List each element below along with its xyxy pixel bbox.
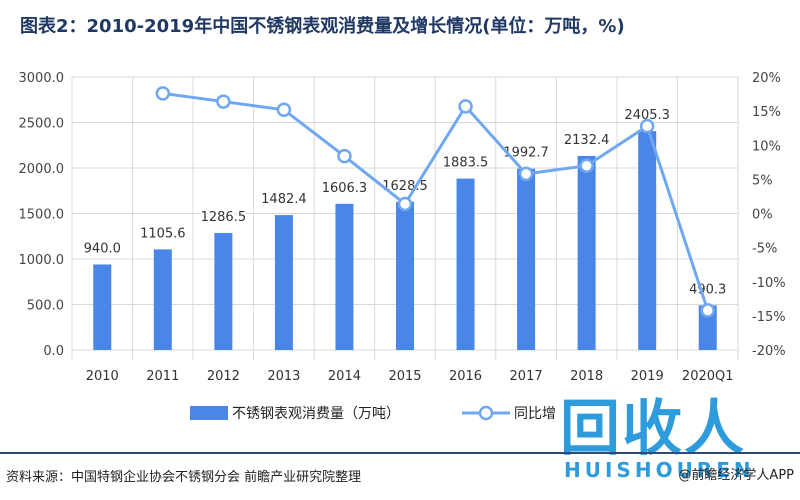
logo-sub-text: HUISHOUREN xyxy=(564,458,755,482)
y-right-tick-label: 5% xyxy=(752,173,773,188)
legend-line-label: 同比增 xyxy=(514,406,556,422)
x-tick-label: 2019 xyxy=(631,369,664,384)
source-note: 资料来源：中国特钢企业协会不锈钢分会 前瞻产业研究院整理 xyxy=(6,470,362,485)
growth-point xyxy=(579,158,594,173)
growth-point xyxy=(458,99,473,114)
bar-data-label: 1105.6 xyxy=(140,226,186,241)
y-right-tick-label: -5% xyxy=(752,242,777,257)
y-right-tick-label: -10% xyxy=(752,276,786,291)
y-left-tick-label: 0.0 xyxy=(43,344,64,359)
x-tick-label: 2014 xyxy=(328,369,361,384)
bar xyxy=(93,264,112,350)
bar-data-label: 940.0 xyxy=(84,241,121,256)
growth-point xyxy=(397,196,413,212)
y-right-tick-label: -20% xyxy=(752,344,786,359)
growth-line xyxy=(162,91,710,311)
x-tick-label: 2020Q1 xyxy=(682,369,734,384)
x-tick-label: 2011 xyxy=(146,369,179,384)
y-right-tick-label: 0% xyxy=(752,208,773,223)
bar-data-label: 2132.4 xyxy=(564,133,610,148)
y-left-tick-label: 1000.0 xyxy=(19,253,65,268)
x-tick-label: 2018 xyxy=(570,369,603,384)
y-left-tick-label: 1500.0 xyxy=(19,208,65,223)
x-tick-label: 2013 xyxy=(267,369,300,384)
y-right-tick-label: 10% xyxy=(752,139,781,154)
legend-bar-label: 不锈钢表观消费量（万吨） xyxy=(232,406,400,422)
bar-data-label: 1482.4 xyxy=(261,192,307,207)
y-left-tick-label: 3000.0 xyxy=(19,71,65,86)
bar-data-label: 490.3 xyxy=(689,282,726,297)
y-axis-left-ticks: 0.0 500.0 1000.0 1500.0 2000.0 2500.0 3000.0 xyxy=(19,71,65,359)
bar xyxy=(274,215,293,350)
growth-point xyxy=(700,303,715,318)
legend-bar-swatch xyxy=(190,406,228,420)
x-tick-label: 2012 xyxy=(207,369,240,384)
x-axis-ticks: 2010 2011 2012 2013 2014 2015 2016 2017 2018 2019… xyxy=(86,369,734,384)
growth-point xyxy=(518,166,534,182)
y-left-tick-label: 2000.0 xyxy=(19,162,65,177)
growth-point xyxy=(155,86,171,101)
footer-divider xyxy=(0,452,800,454)
bar xyxy=(577,155,596,350)
bar xyxy=(638,131,657,350)
x-tick-label: 2016 xyxy=(449,369,482,384)
bar-data-label: 1286.5 xyxy=(201,210,247,225)
bar xyxy=(153,249,172,350)
bar-series xyxy=(93,131,717,350)
y-axis-right-ticks: -20% -15% -10% -5% 0% 5% 10% 15% 20% xyxy=(752,71,786,359)
bar xyxy=(396,201,414,350)
growth-point xyxy=(639,118,655,134)
bar xyxy=(517,168,536,350)
x-tick-label: 2010 xyxy=(86,369,119,384)
growth-point xyxy=(216,94,231,109)
legend-line-marker xyxy=(478,405,494,421)
y-left-tick-label: 500.0 xyxy=(27,299,64,314)
bar-data-label: 1606.3 xyxy=(322,181,368,196)
chart-title: 图表2：2010-2019年中国不锈钢表观消费量及增长情况(单位：万吨，%) xyxy=(20,16,625,37)
y-right-tick-label: 15% xyxy=(752,105,781,120)
growth-point xyxy=(276,102,292,118)
y-left-tick-label: 2500.0 xyxy=(19,117,65,132)
y-right-tick-label: -15% xyxy=(752,310,786,325)
bar-data-label: 2405.3 xyxy=(624,108,670,123)
growth-point xyxy=(337,148,352,164)
bar-data-label: 1883.5 xyxy=(443,156,489,171)
y-right-tick-label: 20% xyxy=(752,71,781,86)
bar xyxy=(698,305,717,350)
brand-app-label: @前瞻经济学人APP xyxy=(678,468,794,483)
bar-data-label: 1992.7 xyxy=(503,146,549,161)
bar xyxy=(335,203,354,350)
legend: 不锈钢表观消费量（万吨） 同比增 xyxy=(190,405,556,422)
x-tick-label: 2017 xyxy=(510,369,543,384)
line-series xyxy=(155,86,715,318)
bar xyxy=(214,232,233,350)
x-tick-label: 2015 xyxy=(388,369,421,384)
bar xyxy=(456,178,475,350)
